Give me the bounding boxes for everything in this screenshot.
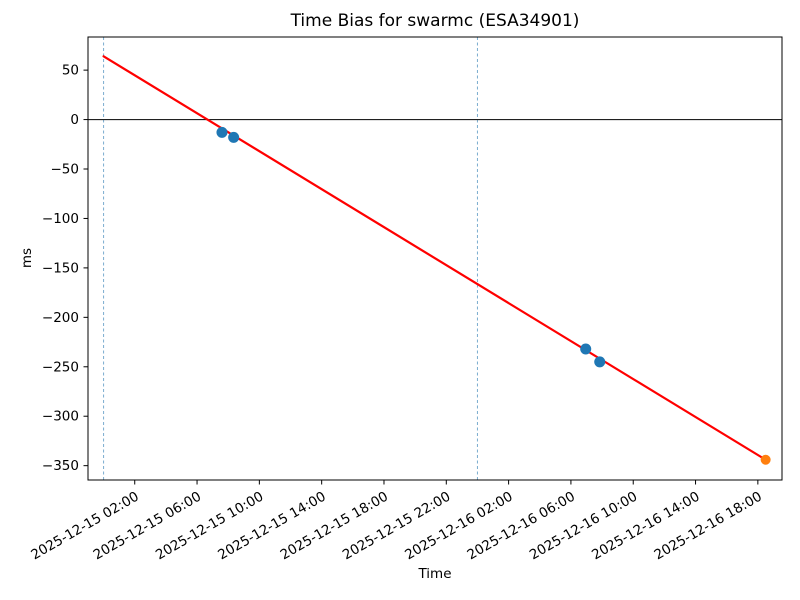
y-tick-label: −350 — [42, 458, 79, 474]
x-tick-label: 2025-12-16 14:00 — [589, 489, 702, 564]
y-tick-label: −250 — [42, 359, 79, 375]
x-tick-label: 2025-12-15 14:00 — [215, 489, 328, 564]
x-tick-label: 2025-12-16 02:00 — [402, 489, 515, 564]
x-axis-label: Time — [418, 566, 452, 582]
trend-line — [102, 55, 767, 461]
measured-bias-points — [216, 126, 228, 138]
x-tick-label: 2025-12-16 10:00 — [527, 489, 640, 564]
y-axis-label: ms — [19, 247, 35, 269]
x-tick-label: 2025-12-15 10:00 — [153, 489, 266, 564]
measured-bias-points — [580, 343, 592, 355]
y-tick-label: 50 — [62, 63, 79, 79]
x-tick-label: 2025-12-15 22:00 — [340, 489, 453, 564]
y-tick-label: −50 — [51, 162, 80, 178]
measured-bias-points — [594, 356, 606, 368]
y-tick-label: −200 — [42, 310, 79, 326]
chart-title: Time Bias for swarmc (ESA34901) — [290, 11, 580, 31]
y-tick-label: −300 — [42, 409, 79, 425]
x-tick-label: 2025-12-15 02:00 — [28, 489, 141, 564]
extrapolated-bias-point — [760, 454, 771, 465]
y-tick-label: 0 — [70, 112, 79, 128]
x-tick-label: 2025-12-16 18:00 — [651, 489, 764, 564]
x-tick-label: 2025-12-15 06:00 — [91, 489, 204, 564]
x-tick-label: 2025-12-16 06:00 — [465, 489, 578, 564]
plot-frame — [87, 36, 783, 481]
measured-bias-points — [228, 131, 240, 143]
x-tick-label: 2025-12-15 18:00 — [278, 489, 391, 564]
y-tick-label: −100 — [42, 211, 79, 227]
y-tick-label: −150 — [42, 260, 79, 276]
